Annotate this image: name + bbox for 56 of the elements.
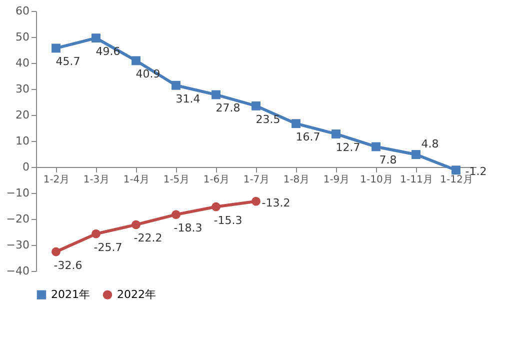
data-label: -15.3 <box>214 214 242 227</box>
x-tick-label: 1-3月 <box>83 174 110 186</box>
data-label: -22.2 <box>134 232 162 245</box>
data-label: 23.5 <box>256 112 280 126</box>
x-tick-label: 1-11月 <box>400 174 433 186</box>
data-label: 27.8 <box>216 102 240 115</box>
data-label: 4.8 <box>421 138 439 151</box>
x-tick-label: 1-2月 <box>43 174 70 186</box>
data-label: 40.9 <box>136 68 160 81</box>
y-tick-label: 30 <box>16 82 30 96</box>
x-tick-label: 1-4月 <box>123 174 150 186</box>
x-tick-label: 1-6月 <box>203 174 230 186</box>
data-label: 45.7 <box>56 55 80 68</box>
x-tick-label: 1-5月 <box>163 174 190 186</box>
data-label: 31.4 <box>176 92 200 106</box>
x-tick-label: 1-9月 <box>323 174 350 186</box>
y-tick-label: −30 <box>6 238 30 252</box>
point <box>212 202 220 212</box>
point <box>52 44 60 53</box>
point <box>332 130 340 138</box>
y-tick-label: 10 <box>16 134 30 148</box>
x-tick-label: 1-10月 <box>360 174 393 186</box>
point <box>52 247 60 256</box>
point <box>172 80 180 90</box>
point <box>132 220 140 230</box>
x-tick-label: 1-8月 <box>283 174 310 186</box>
y-tick-label: 60 <box>16 4 30 18</box>
point <box>132 56 140 66</box>
x-tick-label: 1-7月 <box>243 174 270 186</box>
y-tick-label: 50 <box>16 30 30 44</box>
point <box>292 119 300 128</box>
point <box>172 210 180 220</box>
data-label: 49.6 <box>96 45 120 58</box>
point <box>252 101 260 110</box>
legend-label: 2022年 <box>117 288 156 301</box>
point <box>92 229 100 238</box>
data-label: 7.8 <box>379 154 397 167</box>
y-tick-label: 20 <box>16 108 30 122</box>
legend-label: 2021年 <box>51 288 90 301</box>
y-tick-label: −10 <box>6 186 30 200</box>
y-tick-label: 0 <box>22 160 30 174</box>
data-label: 12.7 <box>336 140 360 154</box>
point <box>212 90 220 100</box>
point <box>452 166 460 175</box>
data-label: -25.7 <box>94 240 122 254</box>
point <box>92 34 100 43</box>
y-tick-label: −40 <box>6 264 30 278</box>
y-tick-label: 40 <box>16 56 30 70</box>
data-label: -18.3 <box>174 222 202 235</box>
data-label: -13.2 <box>262 196 290 210</box>
data-label: -32.6 <box>54 258 82 272</box>
point <box>412 150 420 159</box>
data-label: 16.7 <box>296 130 320 144</box>
point <box>372 142 380 152</box>
point <box>252 196 260 206</box>
y-tick-label: −20 <box>6 212 30 226</box>
